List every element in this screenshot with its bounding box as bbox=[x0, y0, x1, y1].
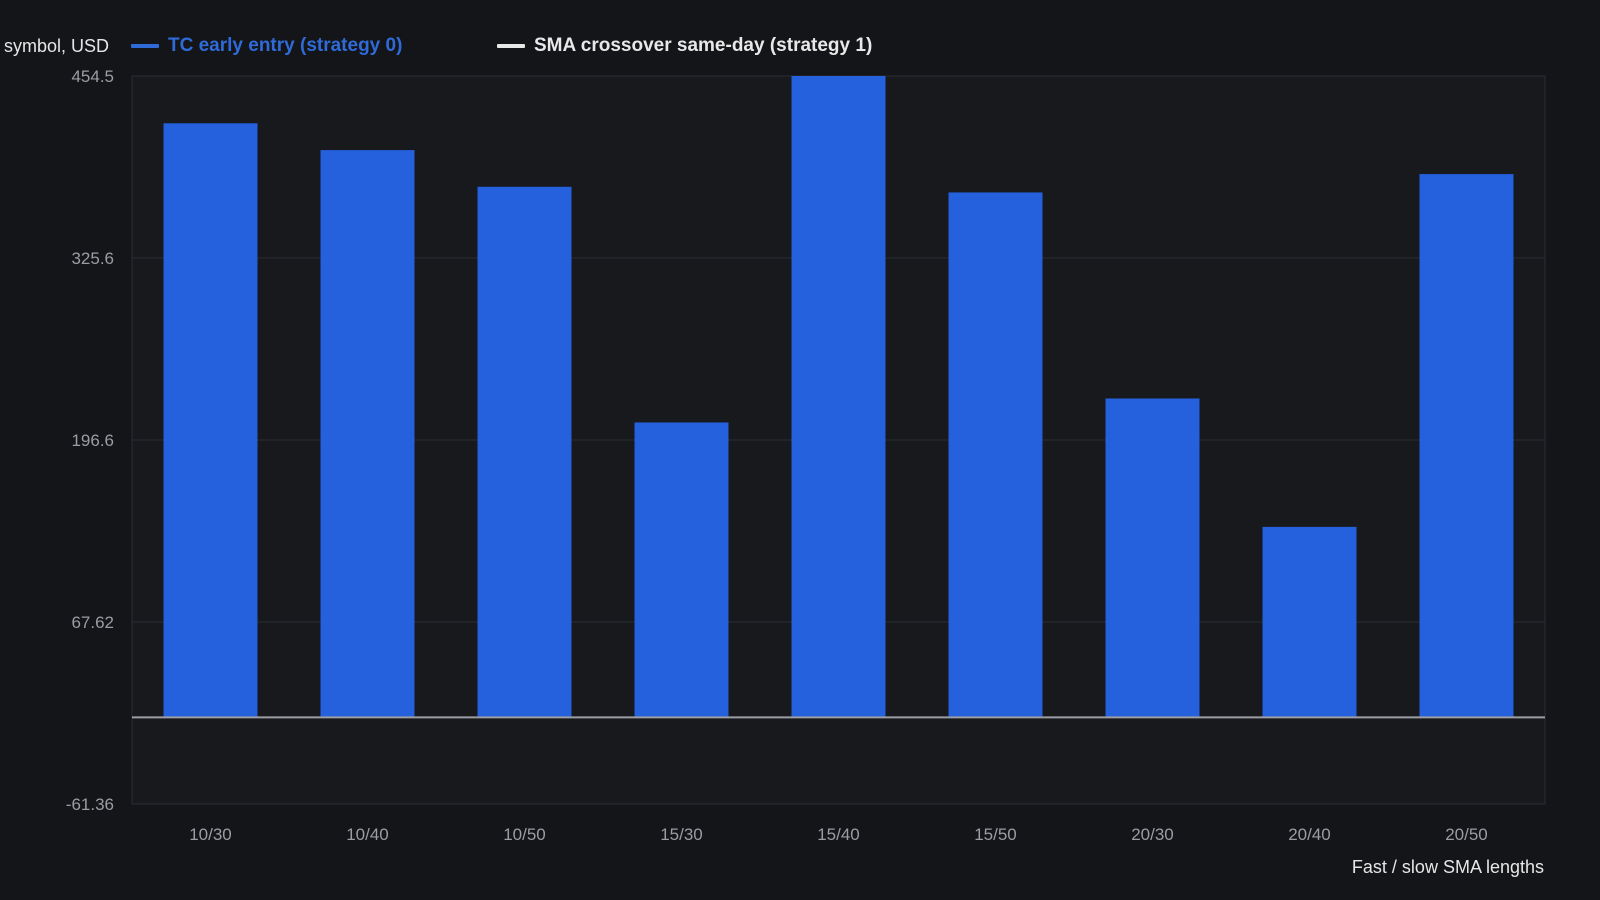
y-axis-label: symbol, USD bbox=[4, 35, 110, 56]
y-tick-label: 454.5 bbox=[71, 67, 114, 86]
x-tick-label: 10/30 bbox=[189, 825, 232, 844]
x-tick-label: 10/40 bbox=[346, 825, 389, 844]
legend-item-strategy-0[interactable]: TC early entry (strategy 0) bbox=[131, 35, 402, 57]
y-tick-label: 196.6 bbox=[71, 431, 114, 450]
x-tick-label: 20/40 bbox=[1288, 825, 1331, 844]
bar bbox=[791, 76, 886, 718]
bar bbox=[948, 192, 1043, 718]
y-tick-label: -61.36 bbox=[66, 795, 114, 814]
bar bbox=[634, 422, 729, 718]
y-tick-label: 325.6 bbox=[71, 249, 114, 268]
x-tick-label: 15/30 bbox=[660, 825, 703, 844]
legend-swatch-strategy-1 bbox=[497, 44, 525, 48]
legend-item-strategy-1[interactable]: SMA crossover same-day (strategy 1) bbox=[497, 35, 872, 57]
x-tick-label: 15/40 bbox=[817, 825, 860, 844]
y-tick-label: 67.62 bbox=[71, 613, 114, 632]
legend-label-strategy-1: SMA crossover same-day (strategy 1) bbox=[534, 35, 873, 56]
legend-label-strategy-0: TC early entry (strategy 0) bbox=[168, 35, 403, 56]
x-axis-title: Fast / slow SMA lengths bbox=[1351, 857, 1544, 877]
bar bbox=[163, 123, 258, 718]
x-tick-label: 20/30 bbox=[1131, 825, 1174, 844]
bar bbox=[1419, 174, 1514, 718]
legend-swatch-strategy-0 bbox=[131, 44, 159, 48]
bar bbox=[320, 150, 415, 718]
bar bbox=[1105, 398, 1200, 718]
bar bbox=[477, 186, 572, 718]
x-tick-label: 15/50 bbox=[974, 825, 1017, 844]
x-tick-label: 10/50 bbox=[503, 825, 546, 844]
x-tick-label: 20/50 bbox=[1445, 825, 1488, 844]
bar bbox=[1262, 526, 1357, 718]
